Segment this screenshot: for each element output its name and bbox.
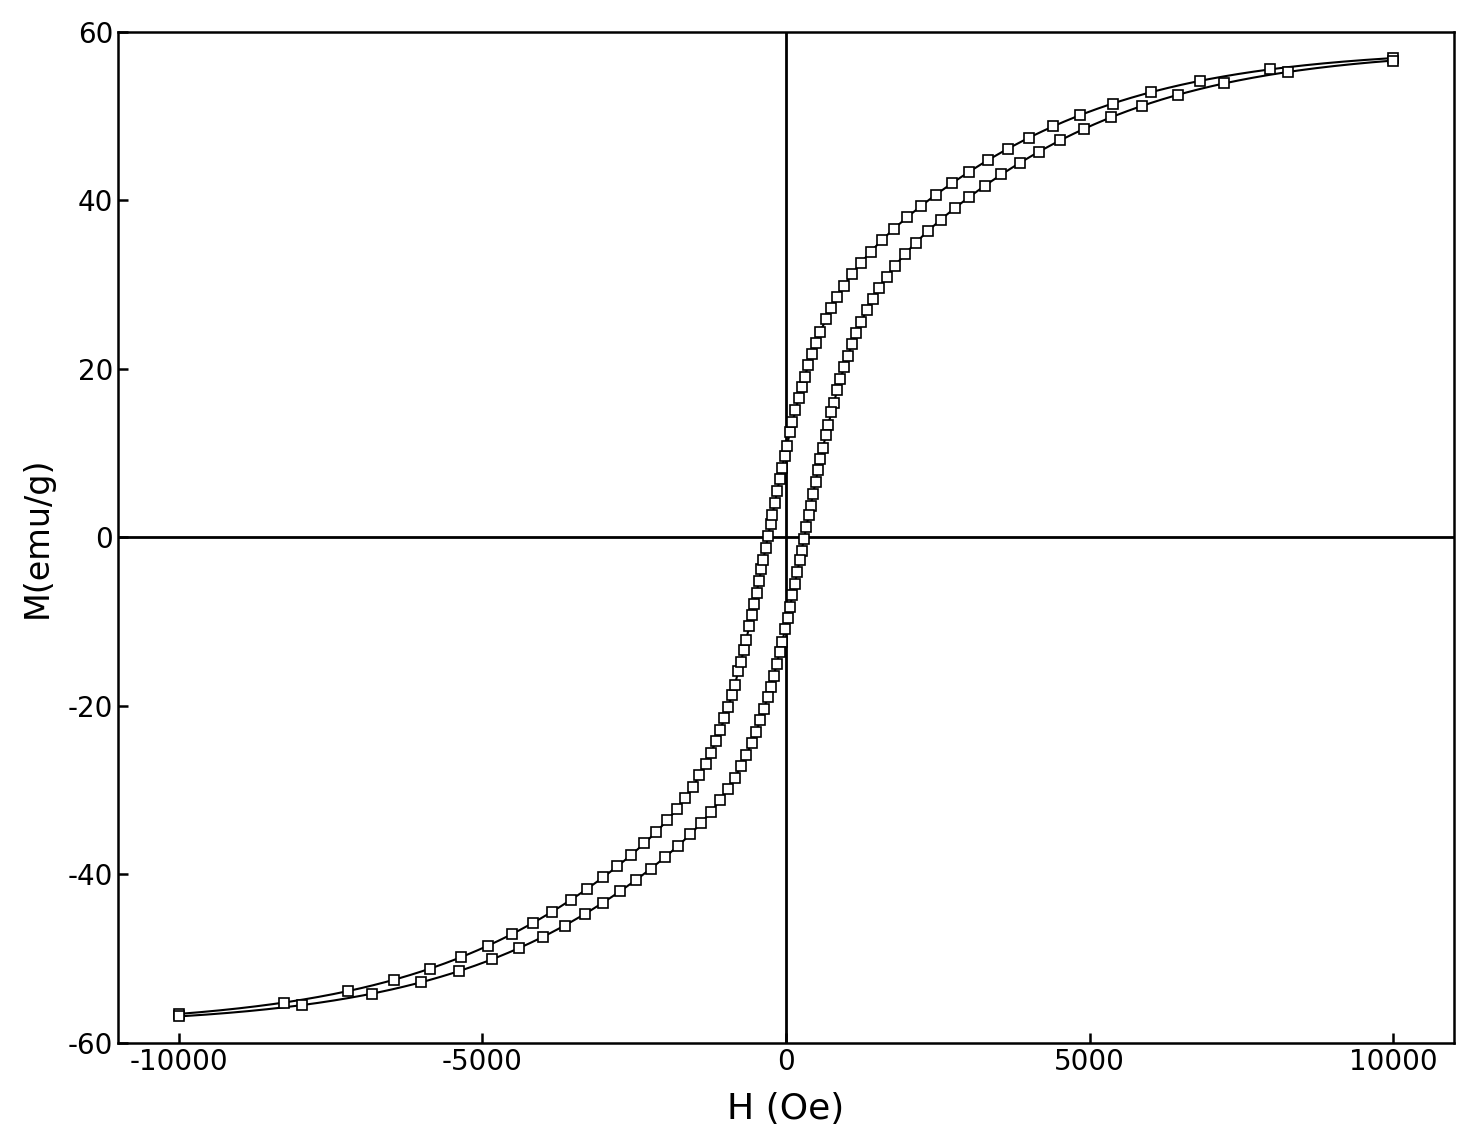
X-axis label: H (Oe): H (Oe) bbox=[727, 1092, 845, 1126]
Y-axis label: M(emu/g): M(emu/g) bbox=[21, 457, 53, 618]
